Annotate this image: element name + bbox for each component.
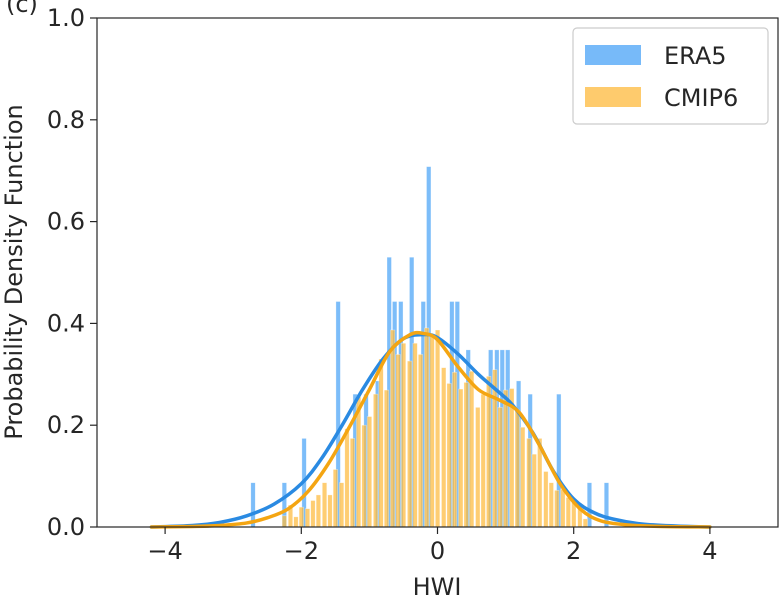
- x-tick-label: 2: [566, 537, 581, 565]
- cmip6-bar: [395, 354, 401, 528]
- x-tick-label: −4: [147, 537, 182, 565]
- y-tick-label: 0.4: [47, 309, 85, 337]
- legend: ERA5 CMIP6: [572, 27, 769, 125]
- cmip6-bar: [429, 336, 435, 528]
- cmip6-bar: [315, 494, 321, 528]
- cmip6-bar: [475, 407, 481, 528]
- cmip6-bar: [526, 438, 532, 528]
- x-tick-label: 0: [430, 537, 445, 565]
- cmip6-bar: [349, 438, 355, 528]
- cmip6-bar: [514, 409, 520, 528]
- legend-era5-swatch: [585, 45, 641, 65]
- plot-area: [149, 166, 712, 529]
- cmip6-bar: [469, 370, 475, 528]
- y-axis-label: Probability Density Function: [0, 104, 28, 439]
- cmip6-bar: [322, 482, 328, 528]
- cmip6-bar: [548, 482, 554, 528]
- cmip6-bar: [503, 389, 509, 528]
- axes: −4 −2 0 2 4 0.0 0.2 0.4 0.6 0.8 1.0: [47, 4, 779, 565]
- legend-cmip6-label: CMIP6: [664, 84, 738, 112]
- cmip6-bar: [441, 367, 447, 528]
- cmip6-bar: [452, 371, 458, 528]
- cmip6-bar: [531, 453, 537, 528]
- era5-bar: [586, 482, 592, 528]
- cmip6-bar: [378, 358, 384, 528]
- cmip6-bar: [435, 329, 441, 528]
- cmip6-bar: [554, 490, 560, 528]
- cmip6-bar: [361, 424, 367, 528]
- cmip6-bar: [304, 508, 311, 528]
- y-tick-label: 0.0: [47, 513, 85, 541]
- cmip6-bar: [390, 329, 396, 528]
- cmip6-bar: [373, 393, 379, 528]
- cmip6-kde-line: [149, 330, 712, 529]
- cmip6-bar: [332, 469, 338, 528]
- x-axis-ticks: −4 −2 0 2 4: [147, 527, 718, 565]
- cmip6-bar: [458, 388, 464, 528]
- cmip6-bar: [412, 342, 418, 528]
- cmip6-bar: [565, 497, 571, 528]
- cmip6-bar: [560, 489, 566, 528]
- y-tick-label: 0.8: [47, 106, 85, 134]
- cmip6-bar: [366, 416, 373, 528]
- cmip6-bar: [293, 516, 299, 528]
- cmip6-bars: [281, 327, 588, 528]
- x-axis-label: HWI: [413, 573, 462, 601]
- cmip6-bar: [497, 407, 503, 528]
- cmip6-bar: [298, 506, 304, 528]
- cmip6-bar: [344, 428, 350, 528]
- x-tick-label: −2: [284, 537, 319, 565]
- legend-cmip6-swatch: [585, 87, 641, 107]
- cmip6-bar: [401, 342, 407, 528]
- panel-label: (c): [6, 0, 38, 18]
- cmip6-bar: [463, 382, 469, 528]
- legend-era5-label: ERA5: [664, 42, 727, 70]
- cmip6-bar: [281, 515, 287, 528]
- y-tick-label: 1.0: [47, 4, 85, 32]
- cmip6-bar: [543, 471, 549, 528]
- y-tick-label: 0.2: [47, 411, 85, 439]
- cmip6-bar: [520, 426, 526, 528]
- x-tick-label: 4: [702, 537, 717, 565]
- cmip6-bar: [327, 494, 333, 528]
- cmip6-bar: [383, 389, 390, 528]
- cmip6-bar: [418, 354, 424, 528]
- cmip6-bar: [407, 360, 413, 528]
- cmip6-bar: [480, 393, 486, 528]
- cmip6-bar: [424, 327, 430, 528]
- cmip6-bar: [339, 482, 345, 528]
- y-axis-ticks: 0.0 0.2 0.4 0.6 0.8 1.0: [47, 4, 97, 541]
- y-tick-label: 0.6: [47, 208, 85, 236]
- cmip6-bar: [310, 500, 316, 528]
- cmip6-bar: [492, 369, 498, 528]
- cmip6-bar: [446, 383, 452, 528]
- cmip6-bar: [582, 518, 588, 528]
- cmip6-bar: [486, 376, 492, 528]
